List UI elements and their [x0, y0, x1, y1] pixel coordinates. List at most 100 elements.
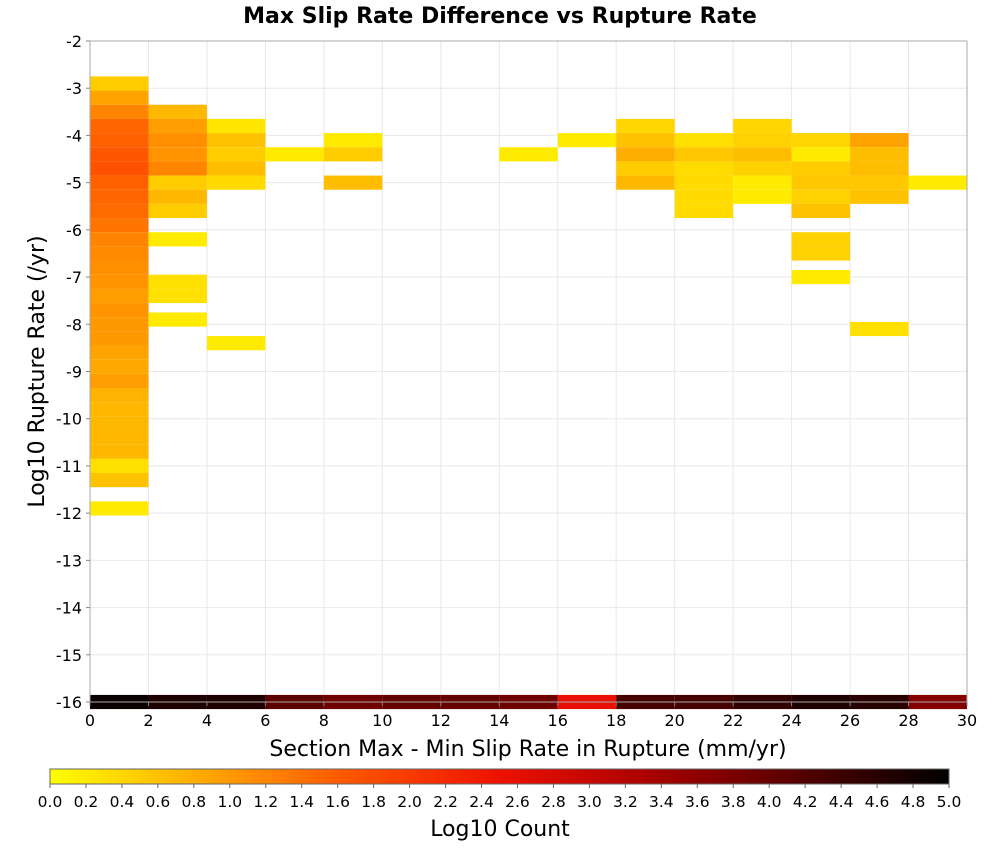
colorbar-label: Log10 Count: [430, 817, 570, 842]
heatmap-cell: [323, 175, 383, 190]
y-tick-label: -8: [66, 315, 82, 334]
y-tick-label: -9: [66, 363, 82, 382]
x-tick-label: 24: [781, 711, 801, 730]
y-axis-ticks: -2 -3 -4 -5 -6 -7 -8 -9 -10 -11 -12 -13 -14 -15 -16: [56, 32, 90, 712]
heatmap-cell: [674, 175, 734, 190]
x-tick-label: 18: [606, 711, 626, 730]
heatmap-cell: [206, 161, 266, 176]
heatmap-cell: [90, 473, 149, 488]
heatmap-cell: [90, 203, 149, 219]
heatmap-cell: [791, 232, 851, 247]
colorbar-tick-label: 1.0: [217, 793, 242, 811]
colorbar-tick-label: 3.0: [577, 793, 602, 811]
heatmap-cell: [90, 430, 149, 445]
heatmap-cell: [148, 203, 207, 219]
x-axis-label: Section Max - Min Slip Rate in Rupture (…: [269, 737, 786, 762]
heatmap-cell: [674, 161, 734, 176]
heatmap-cell: [206, 118, 266, 134]
heatmap-cell: [616, 175, 675, 190]
heatmap-cell: [90, 458, 149, 474]
colorbar-tick-label: 0.4: [110, 793, 135, 811]
heatmap-cell: [148, 189, 207, 204]
y-tick-label: -12: [56, 504, 82, 523]
heatmap-cell: [90, 104, 149, 119]
y-tick-label: -15: [56, 646, 82, 665]
x-tick-label: 10: [372, 711, 392, 730]
colorbar-tick-label: 4.8: [901, 793, 926, 811]
heatmap-cell: [90, 402, 149, 417]
heatmap-cell: [148, 118, 207, 134]
heatmap-cell: [850, 133, 909, 148]
heatmap-cell: [733, 147, 792, 162]
heatmap-cell: [90, 501, 149, 516]
heatmap-cell: [791, 269, 851, 285]
heatmap-cell: [148, 288, 207, 304]
y-tick-label: -11: [56, 457, 82, 476]
y-tick-label: -14: [56, 599, 82, 618]
heatmap-cell: [616, 133, 675, 148]
heatmap-cell: [90, 189, 149, 204]
heatmap-cell: [557, 133, 617, 148]
colorbar-tick-label: 3.2: [613, 793, 638, 811]
x-tick-label: 2: [143, 711, 153, 730]
heatmap-cell: [90, 317, 149, 332]
y-tick-label: -4: [66, 126, 82, 145]
colorbar-tick-label: 0.8: [182, 793, 207, 811]
heatmap-cell: [206, 175, 266, 190]
heatmap-cell: [90, 331, 149, 346]
heatmap-cell: [733, 189, 792, 204]
x-tick-label: 26: [840, 711, 860, 730]
heatmap-cell: [791, 161, 851, 176]
heatmap-cell: [148, 175, 207, 190]
colorbar-tick-label: 4.2: [793, 793, 818, 811]
colorbar-tick-label: 3.8: [721, 793, 746, 811]
x-axis-ticks: 0 2 4 6 8 10 12 14 16 18 20 22 24 26 28 30: [85, 702, 977, 730]
colorbar-tick-label: 4.0: [757, 793, 782, 811]
colorbar: [49, 768, 950, 785]
plot-area: [89, 40, 968, 710]
heatmap-cell: [791, 246, 851, 261]
x-tick-label: 28: [898, 711, 918, 730]
heatmap-cell: [90, 175, 149, 190]
heatmap-cell: [206, 133, 266, 148]
x-tick-label: 22: [723, 711, 743, 730]
heatmap-cell: [850, 321, 909, 337]
heatmap-cell: [908, 175, 967, 190]
colorbar-tick-label: 3.4: [649, 793, 674, 811]
heatmap-cell: [850, 189, 909, 204]
x-tick-label: 14: [489, 711, 509, 730]
heatmap-cell: [791, 133, 851, 148]
x-tick-label: 6: [260, 711, 270, 730]
y-axis-label: Log10 Rupture Rate (/yr): [25, 235, 50, 507]
heatmap-cell: [90, 416, 149, 431]
colorbar-tick-label: 2.0: [397, 793, 422, 811]
colorbar-tick-label: 2.8: [541, 793, 566, 811]
colorbar-tick-label: 1.8: [361, 793, 386, 811]
heatmap-cell: [499, 147, 558, 162]
y-tick-label: -16: [56, 693, 82, 712]
heatmap-cell: [148, 104, 207, 119]
x-tick-label: 4: [202, 711, 212, 730]
y-tick-label: -2: [66, 32, 82, 51]
heatmap-cell: [616, 147, 675, 162]
heatmap-cell: [90, 218, 149, 233]
heatmap-cell: [148, 232, 207, 247]
heatmap-cell: [90, 288, 149, 304]
y-tick-label: -5: [66, 174, 82, 193]
heatmap-cell: [791, 203, 851, 219]
heatmap-cell: [90, 76, 149, 91]
y-tick-label: -7: [66, 268, 82, 287]
heatmap-cell: [90, 90, 149, 105]
heatmap-cell: [674, 189, 734, 204]
heatmap-cell: [850, 175, 909, 190]
heatmap-cell: [791, 189, 851, 204]
heatmap-cell: [90, 345, 149, 360]
heatmap-cell: [265, 147, 324, 162]
heatmap-cell: [90, 303, 149, 318]
x-tick-label: 0: [85, 711, 95, 730]
heatmap-cell: [791, 147, 851, 162]
x-tick-label: 30: [957, 711, 977, 730]
heatmap-cell: [148, 274, 207, 289]
heatmap-cell: [733, 133, 792, 148]
heatmap-cell: [90, 444, 149, 459]
